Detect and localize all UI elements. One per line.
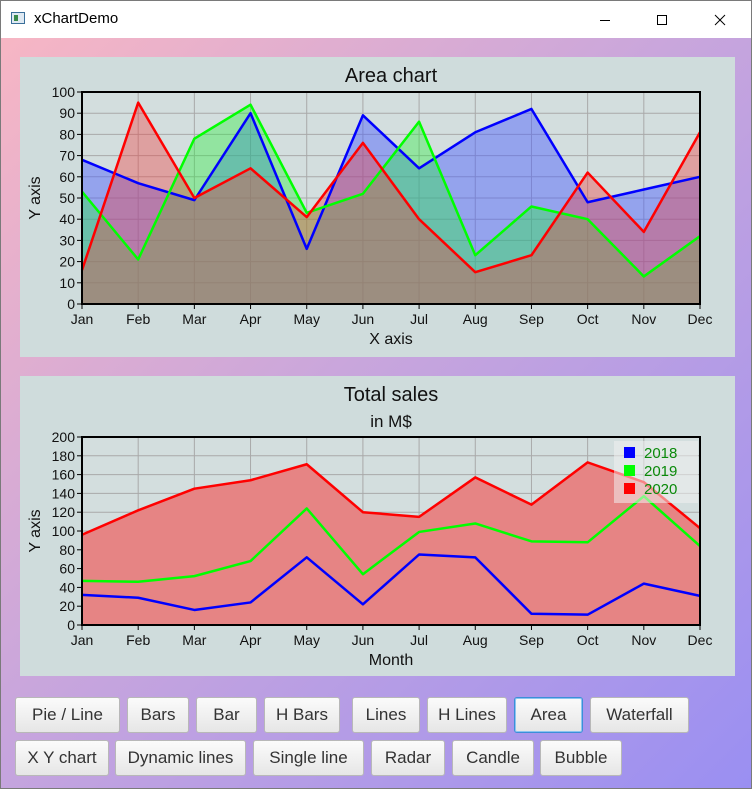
y-tick-label: 80 [59,126,75,142]
chart-button-single-line[interactable]: Single line [253,740,364,776]
x-tick-label: Jun [352,311,375,327]
y-tick-label: 20 [59,598,75,614]
chart-button-area[interactable]: Area [514,697,583,733]
legend-label: 2020 [644,481,677,498]
y-tick-label: 140 [52,485,76,501]
y-tick-label: 60 [59,561,75,577]
x-tick-label: Feb [126,632,150,648]
client-area: Area chart 0 10 20 30 40 50 60 70 80 90 100 Jan Feb Ma… [1,38,751,788]
x-tick-label: May [294,632,320,648]
y-tick-label: 20 [59,254,75,270]
y-tick-label: 0 [67,617,75,633]
y-tick-label: 180 [52,448,76,464]
chart-button-h-bars[interactable]: H Bars [264,697,340,733]
chart-button-bar[interactable]: Bar [196,697,257,733]
chart-title: Total sales [344,384,439,406]
legend-swatch [624,447,635,458]
x-tick-label: Nov [631,311,656,327]
series-line-1 [81,103,701,278]
chart-button-dynamic-lines[interactable]: Dynamic lines [115,740,246,776]
x-tick-label: Apr [240,311,262,327]
total-sales-chart: Total sales in M$ 0 20 40 60 80 100 120 140 160 180… [27,384,713,669]
x-tick-label: Aug [463,311,488,327]
title-bar[interactable]: xChartDemo [1,1,751,38]
x-tick-label: Apr [240,632,262,648]
y-tick-label: 50 [59,190,75,206]
total-sales-chart-panel: Total sales in M$ 0 20 40 60 80 100 120 140 160 180… [20,376,735,676]
series-line-2 [80,101,702,274]
x-tick-label: Dec [688,632,713,648]
chart-subtitle: in M$ [370,412,412,431]
close-icon [714,14,726,25]
y-axis-label: Y axis [27,176,44,219]
chart-title: Area chart [345,65,438,87]
x-tick-label: Jun [352,632,375,648]
app-window-icon [11,12,25,24]
chart-button-lines[interactable]: Lines [352,697,420,733]
minimize-icon [600,19,610,21]
y-tick-label: 100 [52,523,76,539]
chart-button-bars[interactable]: Bars [127,697,189,733]
legend-label: 2019 [644,463,677,480]
x-tick-label: Mar [182,311,206,327]
x-tick-label: Mar [182,632,206,648]
y-tick-label: 10 [59,275,75,291]
x-tick-label: Aug [463,632,488,648]
series-area-0 [82,108,700,305]
x-tick-label: Oct [577,632,599,648]
x-tick-label: Feb [126,311,150,327]
series-area-1 [82,104,700,304]
maximize-icon [657,14,667,25]
chart-button-waterfall[interactable]: Waterfall [590,697,689,733]
x-tick-label: Jan [71,632,94,648]
series-line-0 [81,107,701,251]
x-axis-label: X axis [369,331,413,348]
window-title: xChartDemo [34,10,119,27]
y-tick-label: 0 [67,296,75,312]
x-tick-label: Oct [577,311,599,327]
x-tick-label: Nov [631,632,656,648]
maximize-button[interactable] [639,1,685,38]
x-tick-label: May [294,311,320,327]
legend-swatch [624,483,635,494]
y-tick-label: 100 [52,84,76,100]
minimize-button[interactable] [582,1,628,38]
chart-button-radar[interactable]: Radar [371,740,445,776]
y-tick-label: 70 [59,148,75,164]
y-tick-label: 80 [59,542,75,558]
y-tick-label: 90 [59,105,75,121]
x-tick-label: Jul [410,632,428,648]
y-tick-label: 40 [59,211,75,227]
y-tick-label: 200 [52,429,76,445]
chart-button-candle[interactable]: Candle [452,740,534,776]
close-button[interactable] [697,1,743,38]
series-area-2 [82,102,700,304]
y-tick-label: 160 [52,467,76,483]
series-line-2 [81,461,701,536]
series-line-1 [81,494,701,584]
y-tick-label: 60 [59,169,75,185]
y-tick-label: 30 [59,232,75,248]
y-tick-label: 40 [59,579,75,595]
y-tick-label: 120 [52,504,76,520]
y-axis-label: Y axis [27,509,44,552]
x-tick-label: Jan [71,311,94,327]
chart-button-h-lines[interactable]: H Lines [427,697,507,733]
x-tick-label: Sep [519,311,544,327]
legend-label: 2018 [644,445,677,462]
chart-button-pie-line[interactable]: Pie / Line [15,697,120,733]
x-axis-label: Month [369,652,413,669]
area-chart-panel: Area chart 0 10 20 30 40 50 60 70 80 90 100 Jan Feb Ma… [20,57,735,357]
x-tick-label: Dec [688,311,713,327]
chart-button-x-y-chart[interactable]: X Y chart [15,740,109,776]
legend-swatch [624,465,635,476]
chart-button-bubble[interactable]: Bubble [540,740,622,776]
area-chart: Area chart 0 10 20 30 40 50 60 70 80 90 100 Jan Feb Ma… [27,65,713,348]
x-tick-label: Jul [410,311,428,327]
series-line-0 [81,553,701,616]
x-tick-label: Sep [519,632,544,648]
series-area-2 [82,462,700,625]
